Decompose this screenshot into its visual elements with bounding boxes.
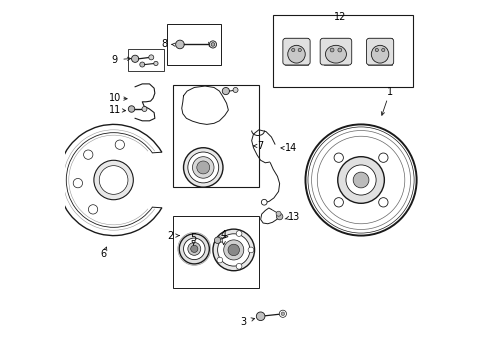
Text: 4: 4	[220, 230, 226, 239]
Ellipse shape	[287, 45, 305, 63]
FancyBboxPatch shape	[320, 38, 351, 65]
Circle shape	[179, 234, 209, 264]
Circle shape	[261, 199, 266, 205]
Bar	[128, 49, 163, 71]
Circle shape	[217, 257, 222, 263]
Circle shape	[73, 179, 82, 188]
Circle shape	[183, 238, 204, 260]
Circle shape	[128, 106, 135, 112]
Circle shape	[346, 165, 375, 195]
Circle shape	[211, 42, 214, 46]
Circle shape	[337, 157, 384, 203]
Circle shape	[187, 152, 218, 183]
Text: 10: 10	[108, 93, 121, 103]
Circle shape	[131, 55, 139, 62]
Bar	[284, 39, 308, 65]
Circle shape	[209, 41, 216, 48]
Circle shape	[148, 55, 153, 60]
Bar	[367, 39, 391, 65]
Circle shape	[378, 153, 387, 162]
FancyBboxPatch shape	[366, 38, 393, 65]
Text: 12: 12	[334, 12, 346, 22]
Circle shape	[333, 153, 343, 162]
Bar	[273, 15, 412, 87]
Circle shape	[99, 166, 128, 194]
Text: 8: 8	[162, 39, 167, 49]
Circle shape	[175, 40, 184, 49]
Bar	[324, 39, 347, 65]
Circle shape	[381, 48, 384, 51]
Circle shape	[140, 62, 144, 67]
Circle shape	[236, 264, 242, 269]
Circle shape	[227, 244, 239, 256]
Bar	[167, 24, 221, 65]
Circle shape	[279, 310, 286, 318]
Circle shape	[214, 237, 221, 243]
Text: 11: 11	[108, 105, 121, 115]
Circle shape	[256, 312, 264, 320]
Circle shape	[94, 160, 133, 200]
Circle shape	[83, 150, 93, 159]
Circle shape	[196, 161, 209, 174]
Circle shape	[223, 240, 244, 260]
Circle shape	[88, 205, 98, 214]
Text: 14: 14	[285, 143, 297, 153]
Text: 7: 7	[257, 141, 263, 151]
Circle shape	[374, 48, 378, 51]
Text: 3: 3	[240, 317, 246, 327]
Circle shape	[192, 157, 214, 178]
Circle shape	[276, 211, 281, 216]
Bar	[172, 85, 258, 187]
Text: 2: 2	[166, 231, 173, 240]
Circle shape	[115, 140, 124, 149]
Circle shape	[183, 148, 223, 187]
Circle shape	[281, 312, 284, 316]
Circle shape	[291, 48, 294, 51]
Circle shape	[187, 242, 201, 255]
Circle shape	[142, 107, 147, 112]
Bar	[172, 216, 258, 288]
Circle shape	[217, 234, 249, 266]
Ellipse shape	[370, 45, 388, 63]
Ellipse shape	[325, 45, 346, 63]
Text: 9: 9	[111, 55, 118, 65]
Circle shape	[329, 48, 333, 52]
Circle shape	[222, 87, 229, 95]
Circle shape	[337, 48, 341, 52]
FancyBboxPatch shape	[282, 38, 309, 65]
Circle shape	[217, 237, 222, 243]
Circle shape	[378, 198, 387, 207]
Text: 6: 6	[101, 248, 107, 258]
Circle shape	[247, 247, 253, 253]
Text: 5: 5	[190, 233, 196, 243]
Circle shape	[333, 198, 343, 207]
Circle shape	[233, 87, 238, 93]
Circle shape	[298, 48, 301, 51]
Circle shape	[212, 229, 254, 271]
Circle shape	[276, 213, 282, 220]
Text: 1: 1	[386, 87, 392, 97]
Circle shape	[153, 61, 158, 66]
Text: 13: 13	[287, 212, 300, 221]
Circle shape	[305, 125, 416, 235]
Circle shape	[352, 172, 368, 188]
Circle shape	[236, 231, 242, 237]
Circle shape	[190, 245, 198, 252]
